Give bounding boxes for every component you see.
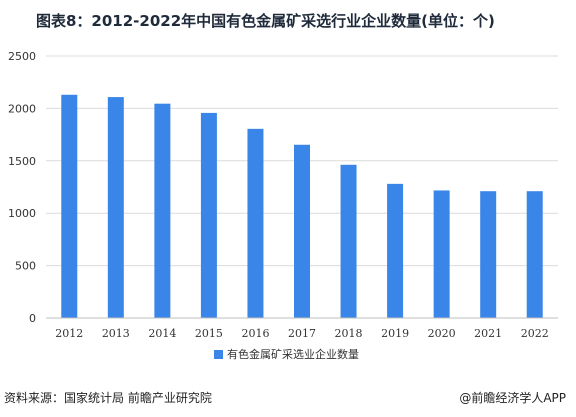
x-tick-label: 2020 [428,327,456,340]
bar-2013 [107,97,124,318]
x-tick-label: 2017 [288,327,316,340]
bar-2016 [247,128,264,318]
x-tick-label: 2016 [241,327,269,340]
bars [61,94,543,319]
x-tick-label: 2019 [381,327,409,340]
y-tick-label: 0 [29,312,36,325]
bar-2017 [294,144,310,318]
legend-label: 有色金属矿采选业企业数量 [227,348,359,361]
y-tick-label: 500 [15,260,36,273]
legend: 有色金属矿采选业企业数量 [214,346,359,362]
x-tick-label: 2021 [474,327,502,340]
x-tick-label: 2018 [335,327,363,340]
credit-note: @前瞻经济学人APP [459,391,566,405]
bar-2014 [154,103,171,319]
x-axis-tick-labels: 2012 2013 2014 2015 2016 2017 2018 2019 2020 2021… [55,327,548,340]
y-axis-tick-labels: 0 500 1000 1500 2000 2500 [8,50,36,325]
y-tick-label: 1000 [8,207,36,220]
bar-2019 [387,183,404,318]
y-tick-label: 2500 [8,50,36,63]
x-tick-label: 2015 [195,327,223,340]
x-tick-label: 2014 [148,327,176,340]
bar-2020 [433,190,450,318]
legend-swatch [214,349,223,359]
y-tick-label: 2000 [8,102,36,115]
source-note: 资料来源：国家统计局 前瞻产业研究院 [4,391,212,405]
bar-2015 [200,112,217,318]
bar-2022 [526,191,543,318]
y-tick-label: 1500 [8,155,36,168]
bar-2021 [480,191,497,318]
bar-2018 [340,164,357,318]
bar-2012 [61,94,78,318]
x-tick-label: 2022 [521,327,549,340]
x-tick-label: 2012 [55,327,83,340]
x-tick-label: 2013 [102,327,130,340]
chart-title: 图表8：2012-2022年中国有色金属矿采选行业企业数量(单位：个) [36,12,495,30]
